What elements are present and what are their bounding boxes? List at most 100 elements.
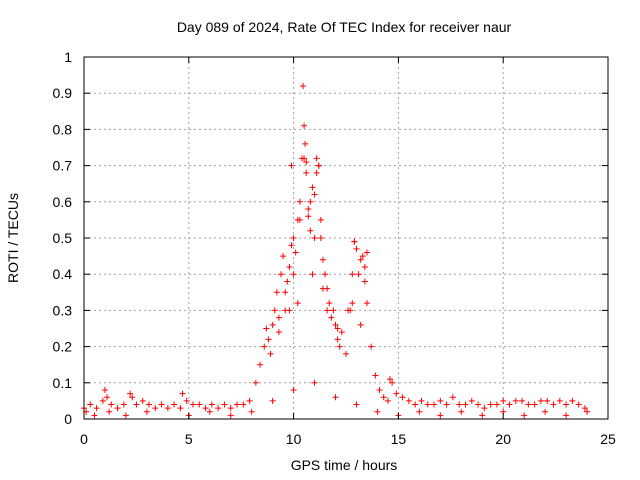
data-point <box>145 401 152 408</box>
data-point <box>569 397 576 404</box>
data-point <box>129 394 136 401</box>
data-point <box>305 213 312 220</box>
y-tick-label: 0 <box>64 411 72 427</box>
y-tick-label: 0.4 <box>53 266 73 282</box>
data-point <box>357 321 364 328</box>
data-point <box>284 278 291 285</box>
data-point <box>221 401 228 408</box>
data-point <box>122 412 129 419</box>
data-point <box>343 350 349 357</box>
y-tick-label: 0.8 <box>53 121 73 137</box>
data-point <box>368 343 375 350</box>
data-point <box>349 300 356 307</box>
data-point <box>351 238 358 245</box>
data-point <box>315 162 322 169</box>
data-point <box>101 387 108 394</box>
data-point <box>273 289 280 296</box>
data-point <box>108 401 115 408</box>
x-tick-label: 25 <box>600 431 616 447</box>
y-tick-label: 0.6 <box>53 194 73 210</box>
data-point <box>512 397 519 404</box>
grid-lines <box>84 57 608 419</box>
data-point <box>311 191 318 198</box>
data-point <box>361 263 368 270</box>
data-point <box>506 401 513 408</box>
data-point <box>269 397 276 404</box>
data-point <box>324 307 331 314</box>
data-point <box>294 300 301 307</box>
data-point <box>563 412 570 419</box>
data-point <box>326 300 333 307</box>
data-point <box>303 158 310 165</box>
y-tick-label: 0.2 <box>53 339 73 355</box>
data-point <box>252 379 259 386</box>
data-point <box>313 155 320 162</box>
data-point <box>542 408 549 415</box>
data-point <box>240 401 247 408</box>
data-point <box>286 263 293 270</box>
y-tick-label: 1 <box>64 49 72 65</box>
data-point <box>189 401 196 408</box>
data-point <box>374 408 381 415</box>
x-tick-label: 20 <box>495 431 511 447</box>
data-point <box>278 271 285 278</box>
data-point <box>336 343 343 350</box>
data-point <box>462 401 469 408</box>
data-point <box>353 245 360 252</box>
data-point <box>372 372 379 379</box>
data-point <box>282 289 289 296</box>
data-point <box>479 412 486 419</box>
data-point <box>183 397 190 404</box>
data-point <box>338 329 345 336</box>
y-axis-label: ROTI / TECUs <box>5 193 21 283</box>
data-point <box>196 401 203 408</box>
data-point <box>521 412 528 419</box>
data-point <box>311 235 318 241</box>
y-tick-label: 0.1 <box>53 375 73 391</box>
data-point <box>120 401 127 408</box>
x-tick-label: 5 <box>185 431 193 447</box>
x-axis-label: GPS time / hours <box>291 457 398 473</box>
data-point <box>300 82 307 89</box>
data-point <box>265 336 272 343</box>
data-point <box>487 401 494 408</box>
data-point <box>332 321 339 328</box>
data-point <box>302 140 309 147</box>
data-point <box>275 314 282 321</box>
data-point <box>334 336 341 343</box>
data-point <box>355 271 362 278</box>
data-point <box>493 401 500 408</box>
data-point <box>584 408 591 415</box>
data-point <box>133 401 140 408</box>
y-tick-label: 0.9 <box>53 85 73 101</box>
data-point <box>280 253 287 260</box>
data-point <box>416 408 423 415</box>
data-point <box>357 256 364 263</box>
x-tick-label: 10 <box>286 431 302 447</box>
data-point <box>550 401 557 408</box>
data-point <box>519 397 526 404</box>
data-point <box>288 162 295 169</box>
data-point <box>311 379 318 386</box>
data-point <box>363 249 370 256</box>
data-point <box>271 307 278 314</box>
data-point <box>127 390 134 397</box>
data-point <box>424 401 431 408</box>
data-point <box>305 206 312 213</box>
data-point <box>456 401 463 408</box>
data-point <box>393 390 400 397</box>
data-point <box>177 405 184 412</box>
data-point <box>307 227 314 234</box>
data-point <box>261 343 268 350</box>
data-point <box>431 401 438 408</box>
data-point <box>317 235 324 241</box>
data-point <box>296 198 303 205</box>
data-point <box>443 401 450 408</box>
data-point <box>556 397 563 404</box>
data-point <box>104 394 111 401</box>
data-point <box>384 397 391 404</box>
data-point <box>359 253 366 260</box>
data-point <box>437 412 444 419</box>
data-point <box>387 376 394 383</box>
data-point <box>458 408 465 415</box>
